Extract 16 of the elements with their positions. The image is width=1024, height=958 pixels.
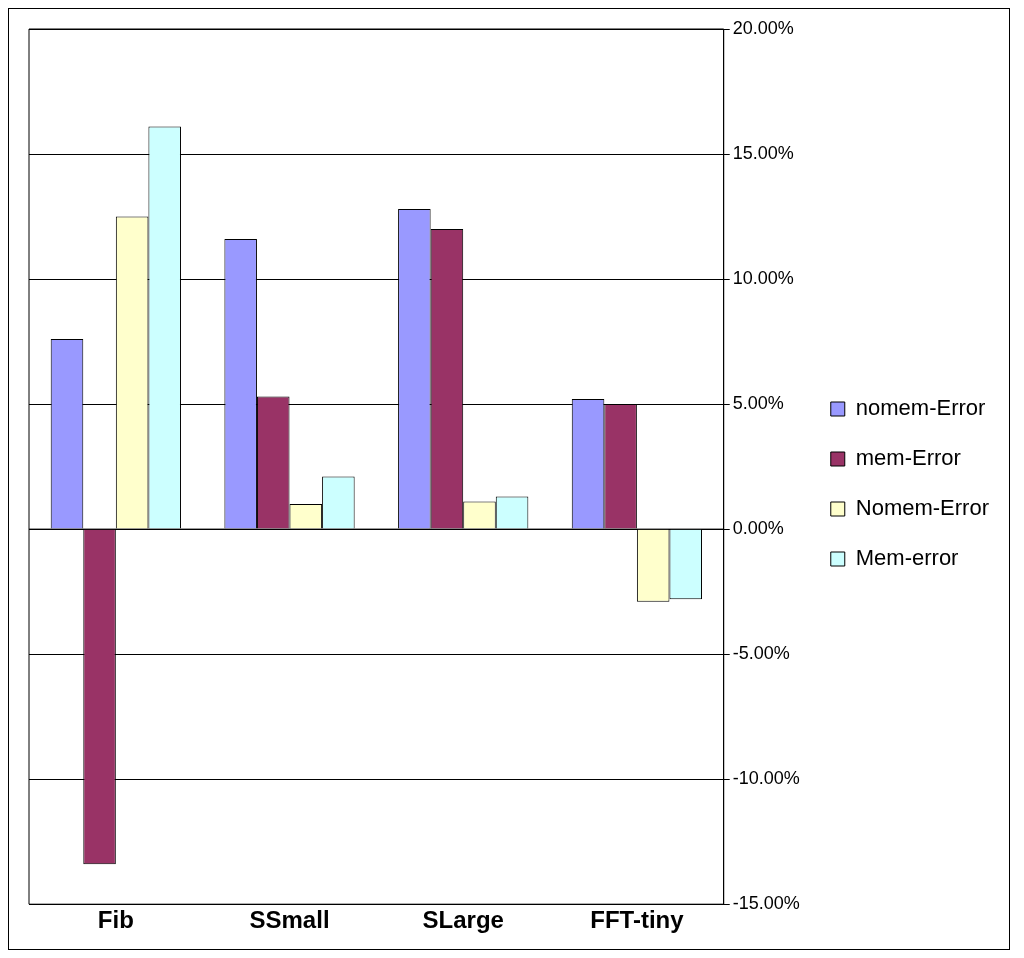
y-tick-label: 10.00% xyxy=(732,268,794,289)
y-tick-label: 20.00% xyxy=(732,17,794,38)
legend-label: nomem-Error xyxy=(855,395,986,421)
y-tick-label: 0.00% xyxy=(732,518,784,539)
legend-label: Mem-error xyxy=(855,545,959,571)
x-tick-label: FFT-tiny xyxy=(590,906,685,934)
legend-label: mem-Error xyxy=(855,445,961,471)
y-tick-label: -10.00% xyxy=(732,768,800,789)
y-tick-label: -5.00% xyxy=(732,643,790,664)
x-tick-label: SLarge xyxy=(422,906,504,934)
x-tick-label: SSmall xyxy=(249,906,330,934)
y-tick-label: -15.00% xyxy=(732,893,800,914)
legend-label: Nomem-Error xyxy=(855,495,990,521)
y-tick-label: 5.00% xyxy=(732,393,784,414)
x-tick-label: Fib xyxy=(97,906,134,934)
y-tick-label: 15.00% xyxy=(732,143,794,163)
